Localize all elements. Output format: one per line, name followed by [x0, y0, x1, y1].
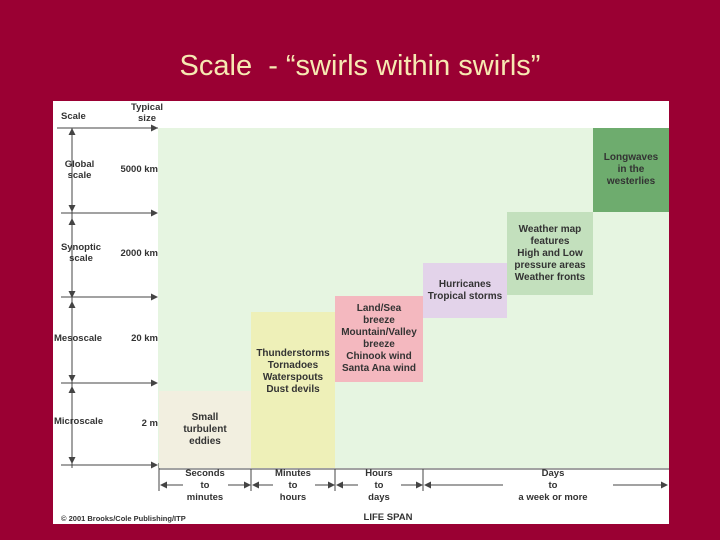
x-axis-label: LIFE SPAN: [363, 512, 413, 523]
slide-title: Scale - “swirls within swirls”: [179, 50, 541, 82]
scale-label-micro: Microscale: [54, 416, 104, 427]
box-longwaves: Longwaves in the westerlies: [593, 128, 669, 212]
lifespan-hours-days: Hours to days: [365, 468, 393, 503]
copyright-text: © 2001 Brooks/Cole Publishing/ITP: [61, 514, 186, 523]
lifespan-seconds-minutes: Seconds to minutes: [185, 468, 225, 503]
box-thunderstorms: Thunderstorms Tornadoes Waterspouts Dust…: [251, 312, 335, 468]
size-label-global: 5000 km: [120, 164, 158, 175]
scale-label-global: Global scale: [64, 159, 95, 181]
lifespan-days-week: Days to a week or more: [518, 468, 588, 503]
header-scale: Scale: [61, 111, 86, 122]
box-land-sea-breeze: Land/Sea breeze Mountain/Valley breeze C…: [335, 296, 423, 382]
scale-diagram: Scale Typical size Global scale 5000 km …: [53, 101, 669, 524]
size-label-synoptic: 2000 km: [120, 248, 158, 259]
size-label-meso: 20 km: [131, 333, 158, 344]
diagram-axes: [57, 124, 669, 491]
header-typical-size: Typical size: [130, 102, 164, 124]
box-text: Thunderstorms Tornadoes Waterspouts Dust…: [256, 348, 330, 395]
box-weather-map-features: Weather map features High and Low pressu…: [507, 212, 593, 295]
box-text: Hurricanes Tropical storms: [427, 278, 503, 302]
box-hurricanes: Hurricanes Tropical storms: [423, 263, 507, 318]
lifespan-minutes-hours: Minutes to hours: [275, 468, 311, 503]
scale-label-synoptic: Synoptic scale: [60, 242, 102, 264]
box-text: Land/Sea breeze Mountain/Valley breeze C…: [341, 303, 417, 374]
box-text: Small turbulent eddies: [183, 411, 227, 447]
box-text: Weather map features High and Low pressu…: [514, 223, 586, 283]
scale-label-meso: Mesoscale: [54, 333, 103, 344]
box-small-turbulent-eddies: Small turbulent eddies: [159, 391, 251, 468]
size-label-micro: 2 m: [141, 418, 158, 429]
box-text: Longwaves in the westerlies: [603, 152, 659, 187]
